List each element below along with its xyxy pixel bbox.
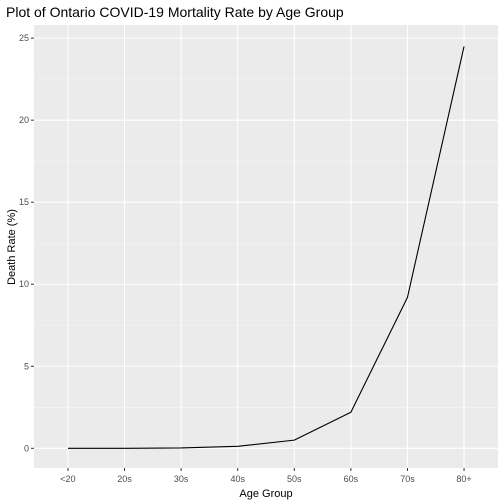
x-tick-label: 80+ — [456, 474, 471, 484]
x-tick-label: 20s — [117, 474, 132, 484]
series-line — [67, 46, 465, 449]
y-tick-label: 15 — [19, 197, 29, 207]
x-axis: <20 20s 30s 40s 50s 60s 70s 80+ — [60, 468, 472, 484]
x-tick-label: <20 — [60, 474, 75, 484]
y-tick-label: 10 — [19, 279, 29, 289]
y-tick-label: 5 — [24, 361, 29, 371]
x-tick-label: 60s — [344, 474, 359, 484]
plot-panel — [34, 25, 498, 468]
x-axis-title: Age Group — [239, 488, 292, 500]
x-tick-label: 30s — [174, 474, 189, 484]
y-axis: 0 5 10 15 20 25 — [19, 33, 34, 453]
y-axis-title: Death Rate (%) — [6, 209, 18, 285]
y-tick-label: 25 — [19, 33, 29, 43]
x-tick-label: 40s — [230, 474, 245, 484]
x-tick-label: 50s — [287, 474, 302, 484]
chart-title: Plot of Ontario COVID-19 Mortality Rate … — [6, 4, 344, 20]
x-tick-label: 70s — [400, 474, 415, 484]
y-tick-label: 0 — [24, 443, 29, 453]
y-tick-label: 20 — [19, 115, 29, 125]
series-layer — [67, 46, 465, 449]
